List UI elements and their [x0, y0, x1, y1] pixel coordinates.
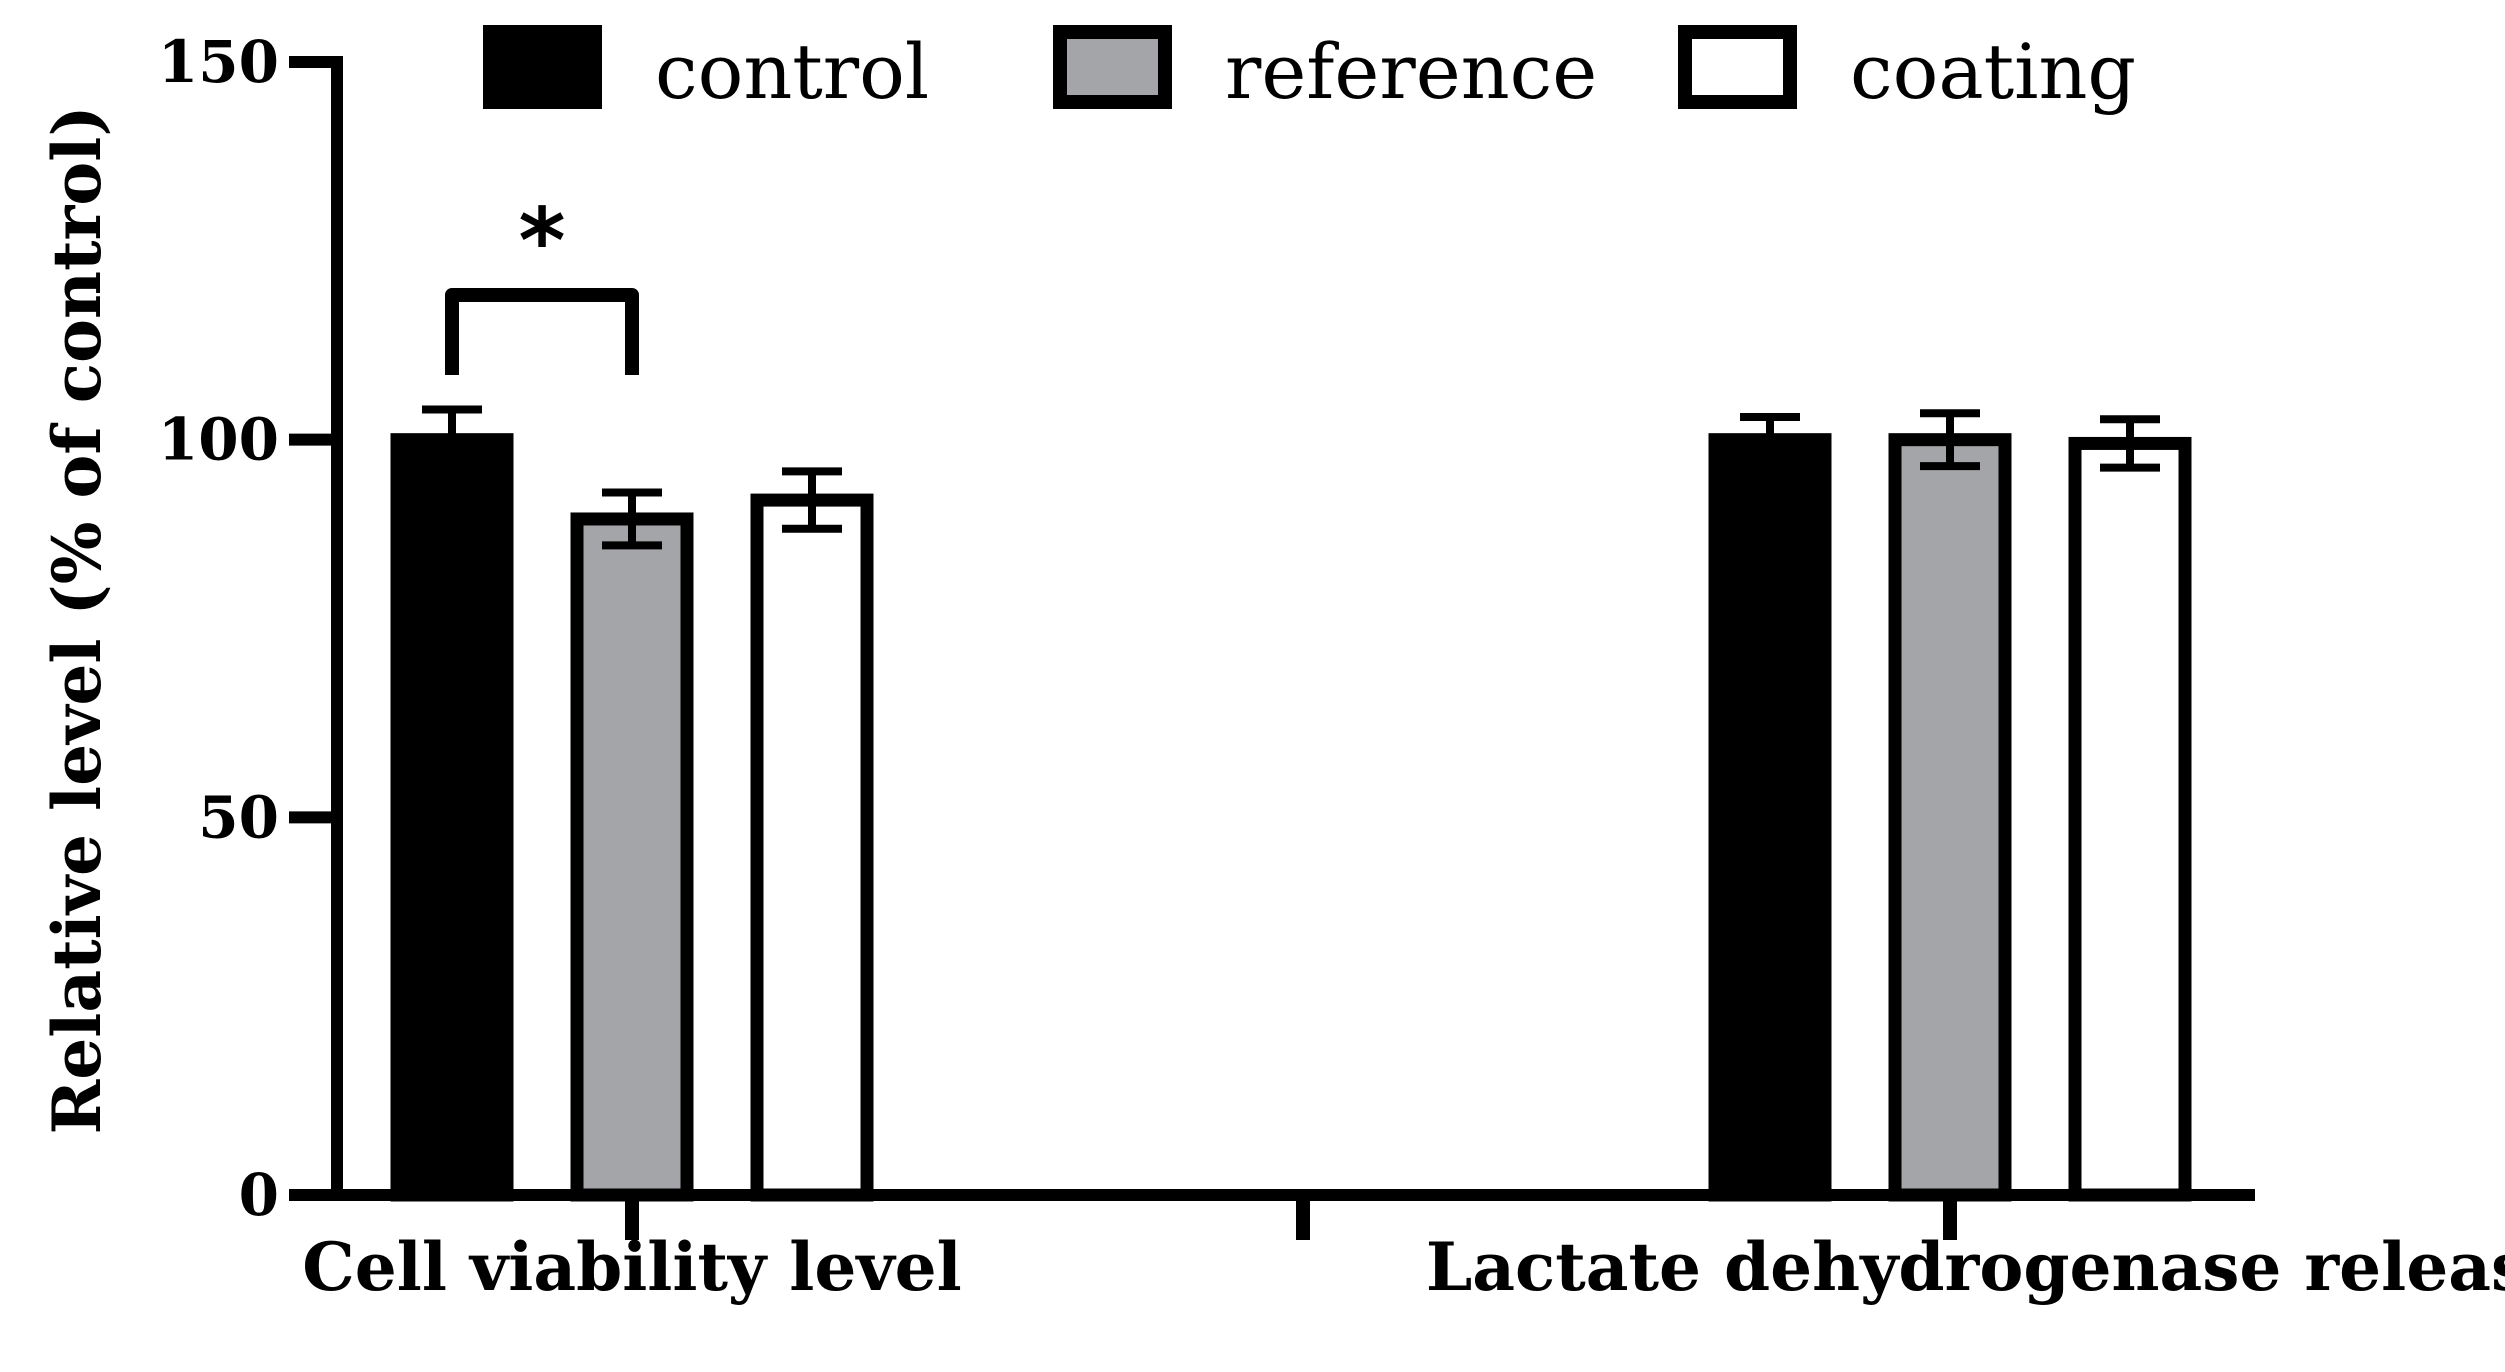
- legend-swatch-control: [483, 25, 602, 109]
- x-category-label-0: Cell viability level: [302, 1228, 961, 1306]
- significance-annotation: *: [445, 189, 639, 375]
- y-tick-label-0: 0: [239, 1161, 279, 1229]
- bar-control-1: [1708, 433, 1832, 1202]
- significance-star-0: *: [518, 189, 565, 294]
- x-category-label-1: Lactate dehydrogenase release: [1426, 1228, 2505, 1306]
- axes-layer: 0 50 100 150 Cell viability level Lactate deh…: [158, 28, 2505, 1306]
- legend-swatch-coating: [1678, 25, 1797, 109]
- legend-swatch-reference: [1053, 25, 1172, 109]
- bar-control-0: [390, 433, 514, 1202]
- bar-reference-1: [1888, 433, 2012, 1202]
- significance-bracket-0: [445, 288, 639, 375]
- legend-label-coating: coating: [1850, 27, 2136, 116]
- error-bars-layer: [422, 405, 2160, 550]
- y-tick-label-150: 150: [158, 28, 279, 96]
- bars-layer: [390, 433, 2192, 1202]
- y-tick-label-100: 100: [158, 406, 279, 474]
- bar-reference-0: [570, 512, 694, 1202]
- y-axis-label: Relative level (% of control): [38, 105, 116, 1134]
- legend-label-reference: reference: [1225, 27, 1597, 116]
- y-tick-label-50: 50: [198, 783, 279, 851]
- legend-label-control: control: [655, 27, 929, 116]
- legend: control reference coating: [483, 25, 2136, 116]
- bar-coating-1: [2068, 436, 2192, 1202]
- bar-coating-0: [750, 493, 874, 1202]
